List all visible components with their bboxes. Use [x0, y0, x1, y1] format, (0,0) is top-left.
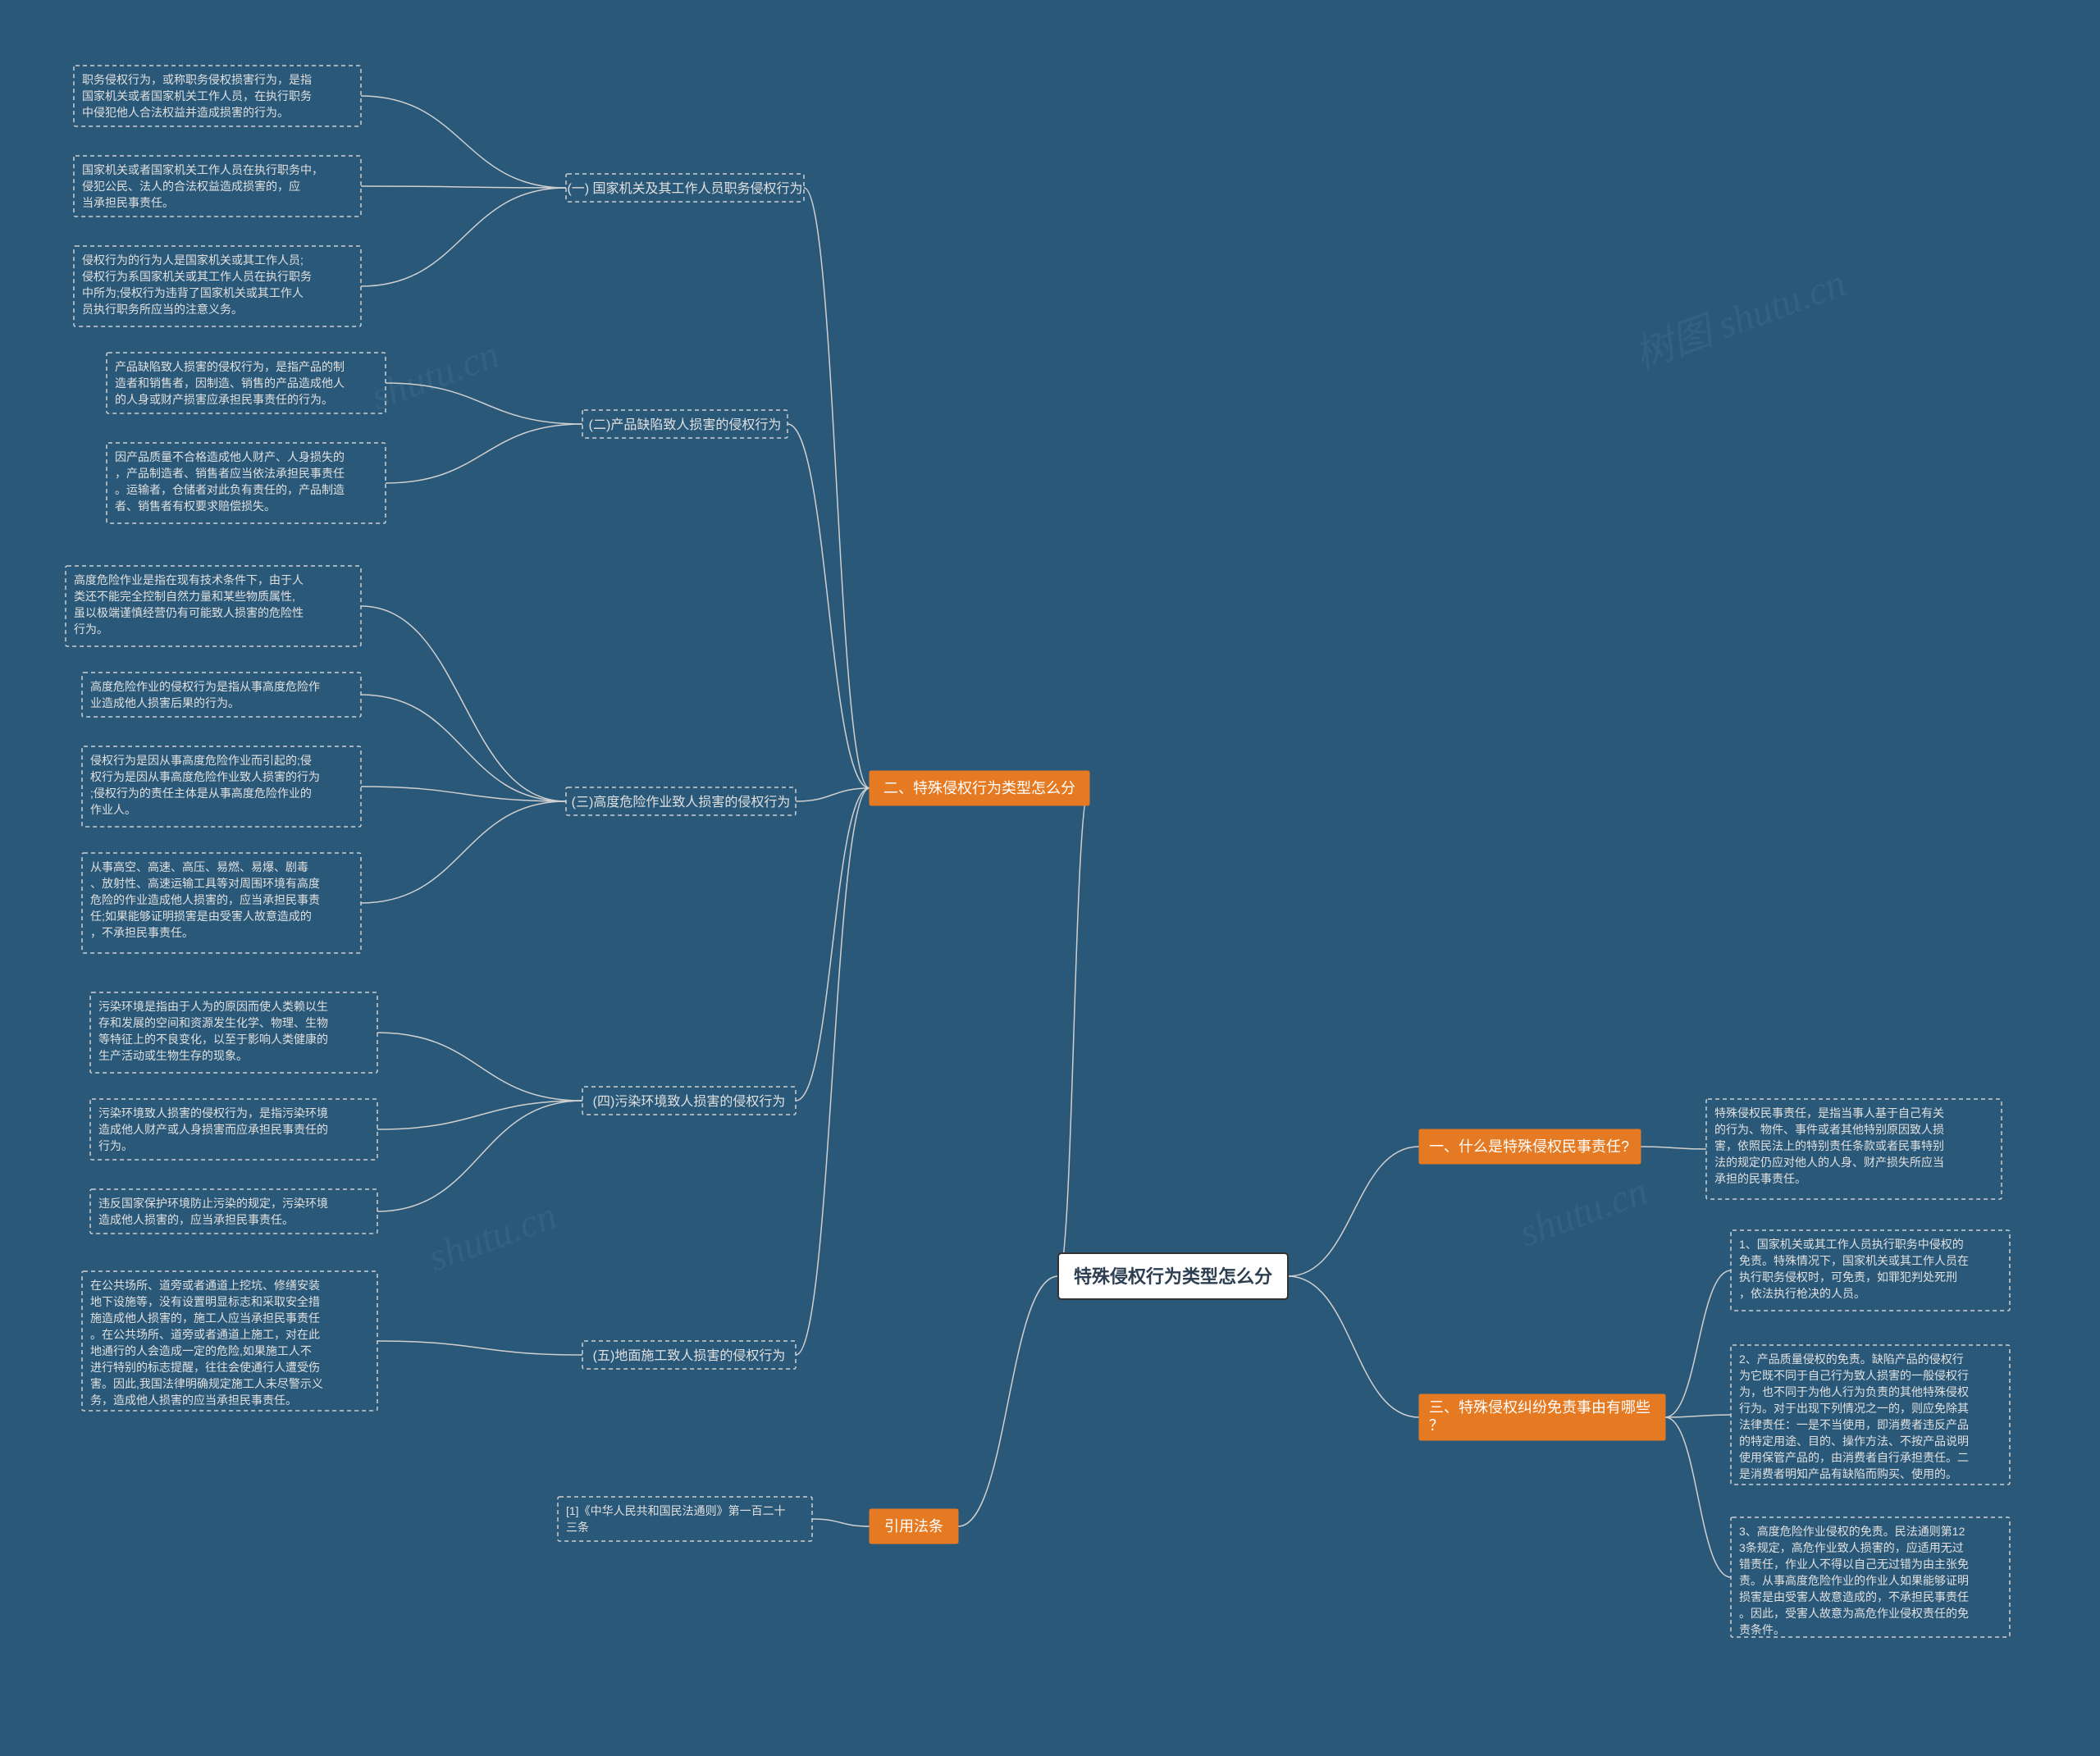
mindmap-canvas: shutu.cn shutu.cn 树图 shutu.cn shutu.cn 特殊侵权… [0, 0, 2100, 1756]
watermark: 树图 shutu.cn [1629, 261, 1851, 377]
l2-text-l2a: (一) 国家机关及其工作人员职务侵权行为 [567, 181, 802, 196]
connector [1288, 1276, 1419, 1417]
leaf-text-l2c-2: 侵权行为是因从事高度危险作业而引起的;侵权行为是因从事高度危险作业致人损害的行为… [90, 754, 320, 816]
leaf-text-l2b-1: 因产品质量不合格造成他人财产、人身损失的，产品制造者、销售者应当依法承担民事责任… [115, 450, 345, 513]
leaf-text-l2a-0: 职务侵权行为，或称职务侵权损害行为，是指国家机关或者国家机关工作人员，在执行职务… [82, 73, 312, 119]
connector [1665, 1270, 1731, 1417]
connector-layer [361, 96, 1731, 1577]
l2-text-l2d: (四)污染环境致人损害的侵权行为 [593, 1093, 786, 1109]
l1-text-lref: 引用法条 [884, 1518, 943, 1535]
connector [377, 1033, 582, 1101]
leaf-text-l2d-2: 违反国家保护环境防止污染的规定，污染环境造成他人损害的，应当承担民事责任。 [98, 1197, 328, 1226]
watermark: shutu.cn [366, 332, 505, 418]
l2-text-l2e: (五)地面施工致人损害的侵权行为 [593, 1348, 786, 1363]
leaf-text-r1a: 特殊侵权民事责任，是指当事人基于自己有关的行为、物件、事件或者其他特别原因致人损… [1714, 1106, 1944, 1185]
leaf-text-l2a-2: 侵权行为的行为人是国家机关或其工作人员;侵权行为系国家机关或其工作人员在执行职务… [82, 253, 312, 316]
leaf-text-r3a: 1、国家机关或其工作人员执行职务中侵权的免责。特殊情况下，国家机关或其工作人员在… [1739, 1238, 1969, 1300]
leaf-text-l2d-1: 污染环境致人损害的侵权行为，是指污染环境造成他人财产或人身损害而应承担民事责任的… [98, 1106, 328, 1152]
leaf-text-l2e-0: 在公共场所、道旁或者通道上挖坑、修缮安装地下设施等，没有设置明显标志和采取安全措… [90, 1279, 323, 1407]
connector [361, 606, 566, 801]
watermark: shutu.cn [1514, 1169, 1654, 1255]
l1-text-l2: 二、特殊侵权行为类型怎么分 [883, 780, 1075, 796]
connector [812, 1519, 870, 1526]
connector [361, 96, 566, 188]
connector [1665, 1417, 1731, 1577]
connector [361, 695, 566, 801]
leaf-text-l2b-0: 产品缺陷致人损害的侵权行为，是指产品的制造者和销售者，因制造、销售的产品造成他人… [115, 360, 345, 406]
leaf-text-r3c: 3、高度危险作业侵权的免责。民法通则第123条规定，高危作业致人损害的，应适用无… [1739, 1525, 1969, 1636]
connector [796, 788, 870, 1101]
connector [1641, 1147, 1706, 1149]
connector [958, 1276, 1058, 1526]
connector [377, 1101, 582, 1211]
l1-text2-r3: ？ [1429, 1417, 1444, 1434]
leaf-text-l2a-1: 国家机关或者国家机关工作人员在执行职务中，侵犯公民、法人的合法权益造成损害的，应… [82, 163, 323, 209]
connector [1058, 788, 1089, 1276]
leaf-text-l2c-1: 高度危险作业的侵权行为是指从事高度危险作业造成他人损害后果的行为。 [90, 680, 320, 709]
leaf-text-l2c-3: 从事高空、高速、高压、易燃、易爆、剧毒、放射性、高速运输工具等对周围环境有高度危… [90, 860, 320, 939]
connector [386, 424, 582, 483]
connector [377, 1341, 582, 1355]
l1-text-r3: 三、特殊侵权纠纷免责事由有哪些 [1429, 1399, 1650, 1416]
leaf-text-r3b: 2、产品质量侵权的免责。缺陷产品的侵权行为它既不同于自己行为致人损害的一般侵权行… [1739, 1352, 1969, 1480]
connector [788, 424, 870, 788]
leaf-text-l2d-0: 污染环境是指由于人为的原因而使人类赖以生存和发展的空间和资源发生化学、物理、生物… [98, 1000, 328, 1062]
connector [361, 801, 566, 903]
leaf-text-lrefa: [1]《中华人民共和国民法通则》第一百二十三条 [566, 1504, 786, 1534]
watermark: shutu.cn [423, 1193, 563, 1279]
connector [361, 186, 566, 188]
connector [804, 188, 870, 788]
connector [361, 188, 566, 286]
leaf-text-l2c-0: 高度危险作业是指在现有技术条件下，由于人类还不能完全控制自然力量和某些物质属性,… [74, 573, 304, 636]
watermark-layer: shutu.cn shutu.cn 树图 shutu.cn shutu.cn [366, 261, 1851, 1279]
node-layer: 特殊侵权行为类型怎么分 一、什么是特殊侵权民事责任? 特殊侵权民事责任，是指当事人基… [66, 66, 2010, 1637]
connector [1665, 1415, 1731, 1417]
connector [796, 788, 870, 1355]
l1-text-r1: 一、什么是特殊侵权民事责任? [1429, 1138, 1629, 1155]
l2-text-l2b: (二)产品缺陷致人损害的侵权行为 [589, 417, 782, 432]
connector [1288, 1147, 1419, 1276]
center-text: 特殊侵权行为类型怎么分 [1074, 1266, 1272, 1287]
l2-text-l2c: (三)高度危险作业致人损害的侵权行为 [572, 795, 791, 810]
